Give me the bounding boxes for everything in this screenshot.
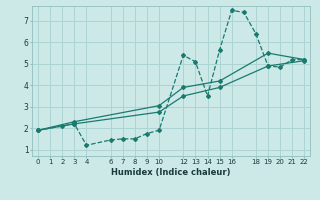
X-axis label: Humidex (Indice chaleur): Humidex (Indice chaleur) [111, 168, 231, 177]
